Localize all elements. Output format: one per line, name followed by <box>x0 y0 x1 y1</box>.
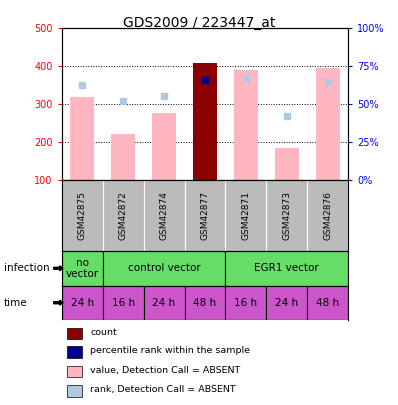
Text: infection: infection <box>4 263 50 273</box>
Text: GSM42877: GSM42877 <box>201 191 209 240</box>
Bar <box>185 286 225 320</box>
Bar <box>67 385 82 396</box>
Text: GSM42873: GSM42873 <box>282 191 291 240</box>
Bar <box>67 328 82 339</box>
Text: control vector: control vector <box>128 263 201 273</box>
Bar <box>307 286 348 320</box>
Text: GDS2009 / 223447_at: GDS2009 / 223447_at <box>123 16 275 30</box>
Text: 48 h: 48 h <box>193 298 217 308</box>
Text: 48 h: 48 h <box>316 298 339 308</box>
Bar <box>62 286 103 320</box>
Text: 24 h: 24 h <box>275 298 298 308</box>
Text: GSM42875: GSM42875 <box>78 191 87 240</box>
Text: time: time <box>4 298 27 308</box>
Bar <box>70 97 94 180</box>
Bar <box>144 286 185 320</box>
Text: count: count <box>90 328 117 337</box>
Text: value, Detection Call = ABSENT: value, Detection Call = ABSENT <box>90 366 241 375</box>
Text: GSM42874: GSM42874 <box>160 191 168 240</box>
Bar <box>225 286 266 320</box>
Bar <box>275 148 299 180</box>
Text: rank, Detection Call = ABSENT: rank, Detection Call = ABSENT <box>90 385 236 394</box>
Bar <box>103 251 225 286</box>
Bar <box>234 70 258 180</box>
Bar <box>193 62 217 180</box>
Text: percentile rank within the sample: percentile rank within the sample <box>90 346 250 355</box>
Bar <box>62 251 103 286</box>
Text: GSM42871: GSM42871 <box>242 191 250 240</box>
Bar <box>152 113 176 180</box>
Text: 24 h: 24 h <box>152 298 176 308</box>
Bar <box>316 68 340 180</box>
Text: GSM42872: GSM42872 <box>119 191 128 240</box>
Bar <box>266 286 307 320</box>
Text: GSM42876: GSM42876 <box>323 191 332 240</box>
Bar <box>225 251 348 286</box>
Bar <box>67 366 82 377</box>
Bar <box>103 286 144 320</box>
Text: EGR1 vector: EGR1 vector <box>254 263 319 273</box>
Text: no
vector: no vector <box>66 258 99 279</box>
Text: 16 h: 16 h <box>111 298 135 308</box>
Text: 16 h: 16 h <box>234 298 258 308</box>
Bar <box>67 346 82 358</box>
Text: 24 h: 24 h <box>70 298 94 308</box>
Bar <box>111 134 135 180</box>
